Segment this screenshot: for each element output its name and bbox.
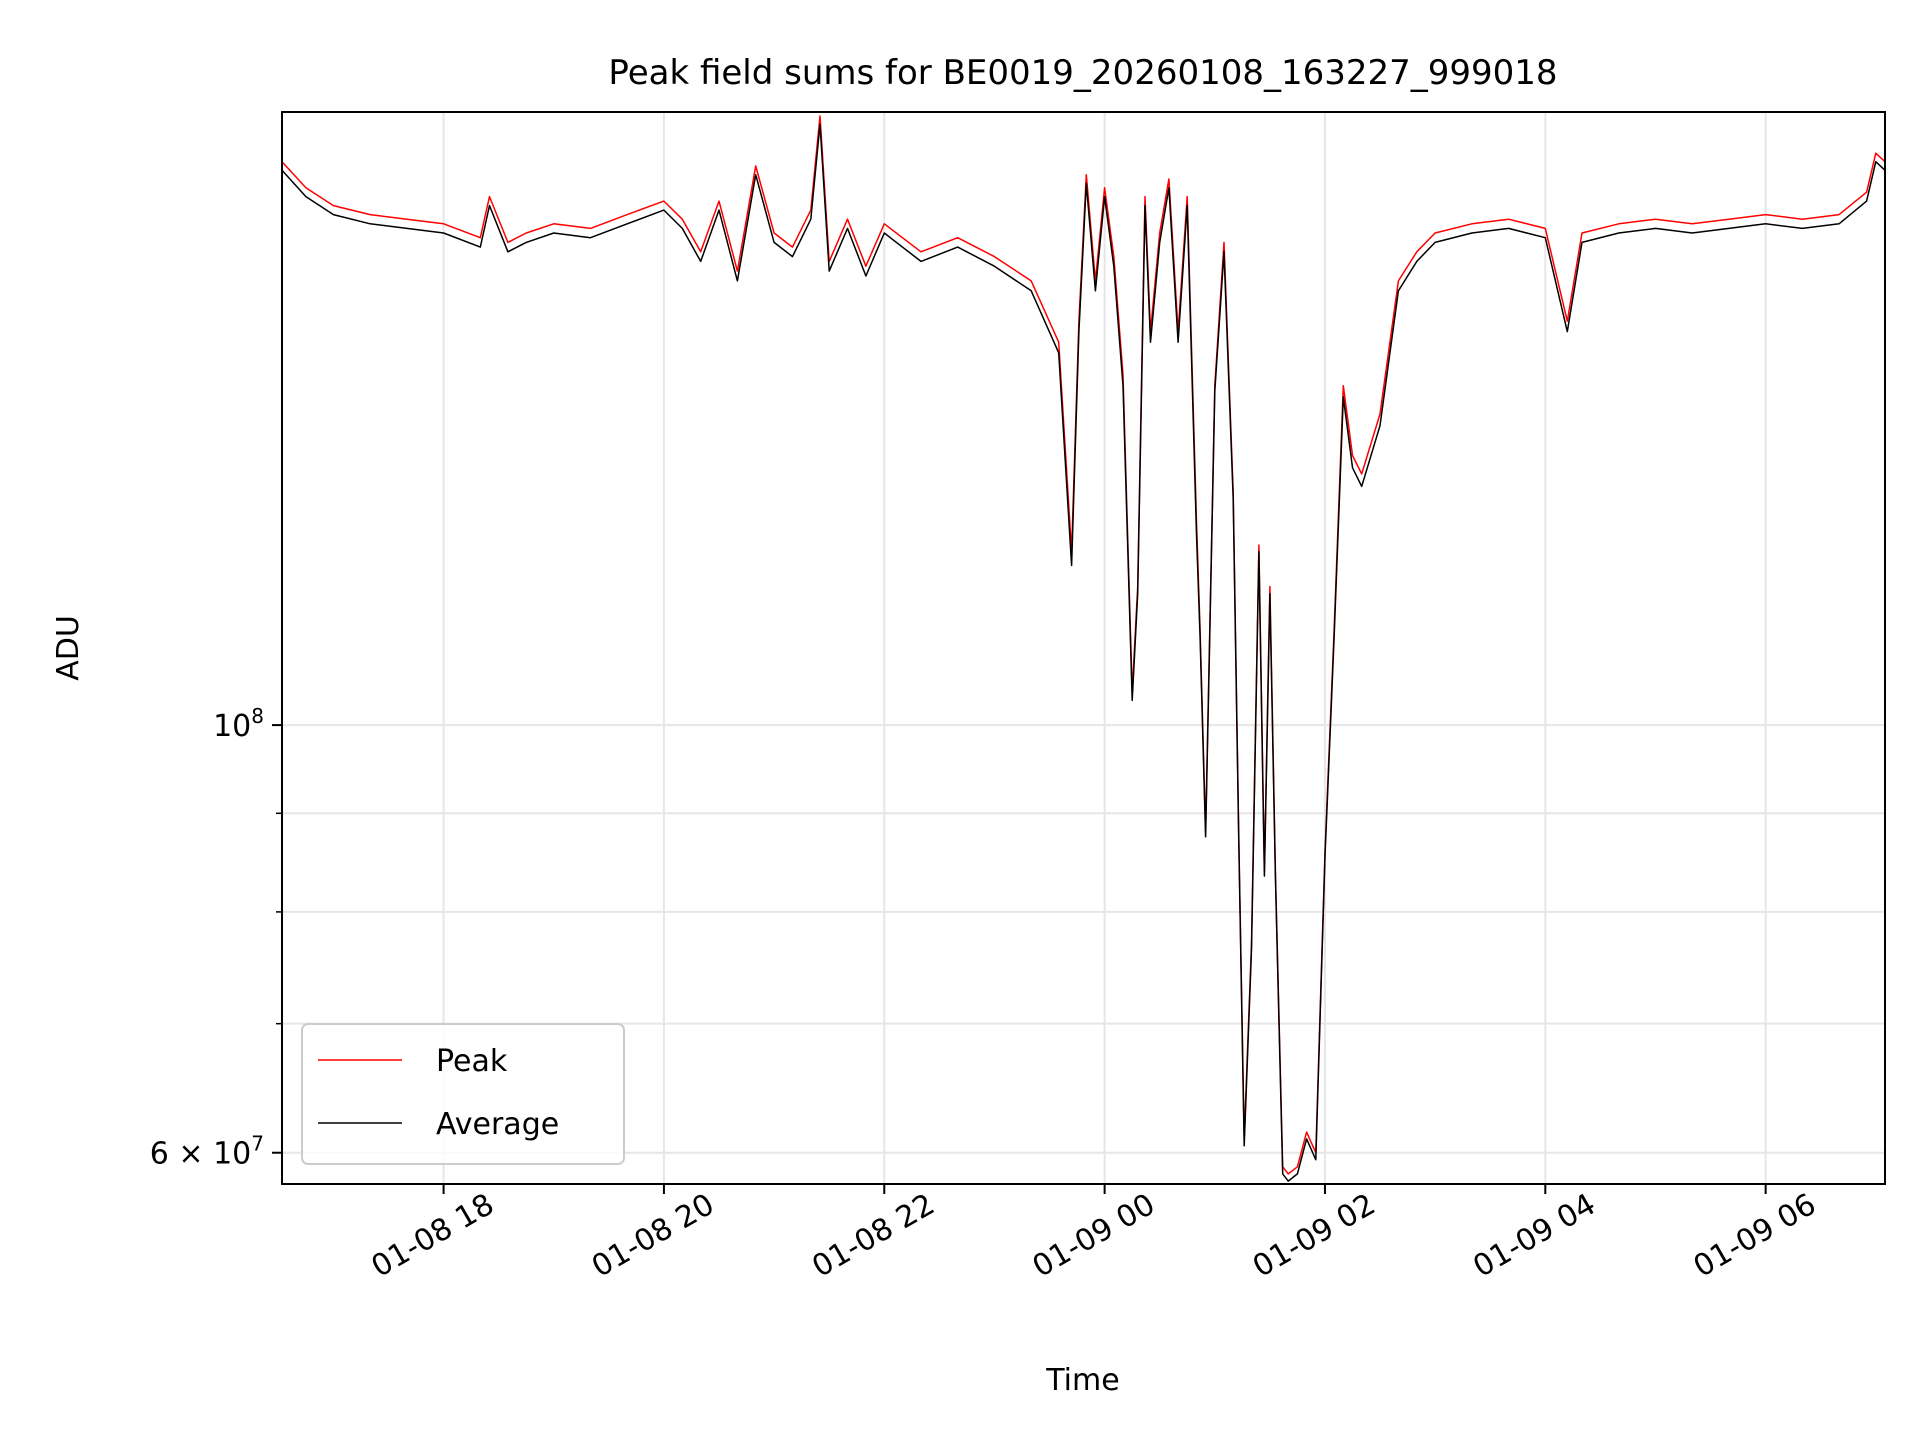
x-axis-label: Time: [1045, 1363, 1119, 1398]
y-axis-label: ADU: [51, 615, 86, 681]
legend-label-peak: Peak: [436, 1044, 508, 1079]
y-tick-label-exponent: 8: [251, 704, 264, 728]
chart-title: Peak field sums for BE0019_20260108_1632…: [608, 53, 1557, 93]
plot-frame: [281, 111, 1886, 1185]
legend-box: [301, 1023, 625, 1165]
grid: [282, 112, 1885, 1184]
legend: Peak Average: [301, 1023, 625, 1165]
series-line-peak: [281, 115, 1886, 1175]
series-lines: [281, 115, 1886, 1182]
legend-label-average: Average: [436, 1107, 559, 1142]
y-tick-label: 108: [213, 704, 264, 744]
y-tick-label: 6 × 107: [150, 1132, 264, 1172]
y-tick-label-exponent: 7: [251, 1132, 264, 1156]
y-tick-label-base: 10: [213, 709, 251, 744]
y-tick-label-base: 6 × 10: [150, 1137, 251, 1172]
series-line-average: [281, 123, 1886, 1182]
